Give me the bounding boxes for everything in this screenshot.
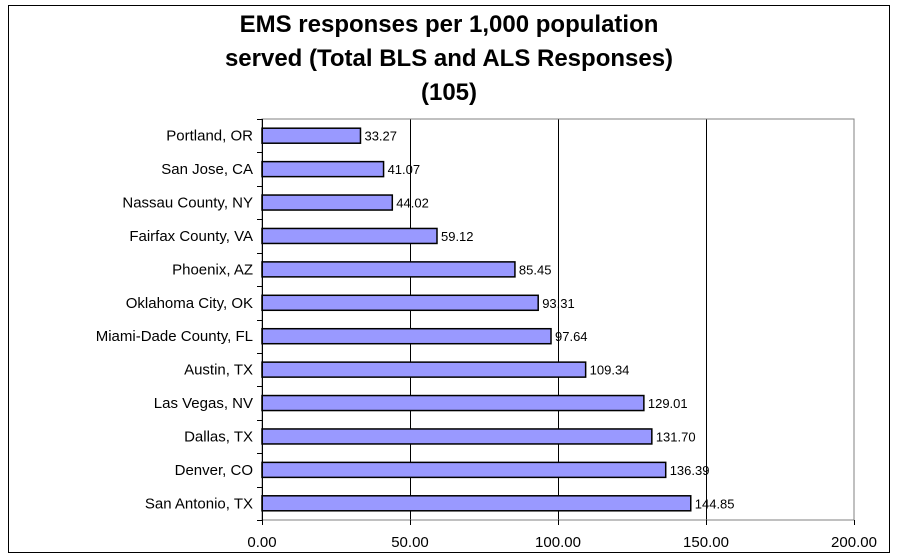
chart-title-line-3: (105) — [420, 79, 478, 106]
x-tick-label: 100.00 — [535, 534, 581, 551]
chart-title: EMS responses per 1,000 population serve… — [0, 8, 898, 110]
value-label: 33.27 — [364, 129, 397, 144]
bar — [261, 227, 438, 245]
category-label: Phoenix, AZ — [172, 261, 253, 278]
x-tick-label: 200.00 — [831, 534, 877, 551]
bar — [261, 394, 645, 412]
gridlines — [410, 119, 707, 520]
bar — [261, 261, 516, 278]
bar — [261, 461, 667, 479]
value-label: 59.12 — [441, 229, 474, 244]
x-tick-label: 50.00 — [391, 534, 429, 551]
bar — [261, 428, 653, 445]
category-label: Fairfax County, VA — [129, 228, 253, 245]
bar — [261, 127, 362, 144]
value-label: 144.85 — [695, 496, 735, 511]
value-label: 109.34 — [590, 363, 630, 378]
value-label: 97.64 — [555, 329, 588, 344]
category-labels: Portland, OR San Jose, CA Nassau County, N… — [96, 119, 263, 521]
bar — [261, 194, 394, 211]
value-label: 41.07 — [388, 162, 421, 177]
value-labels: 33.27 41.07 44.02 59.12 85.45 93.31 97.64 109.3… — [364, 129, 734, 512]
category-label: San Jose, CA — [161, 161, 253, 178]
category-label: Nassau County, NY — [122, 195, 253, 212]
category-label: Portland, OR — [166, 128, 253, 145]
category-label: Las Vegas, NV — [154, 395, 253, 412]
value-label: 129.01 — [648, 396, 688, 411]
bar — [261, 327, 552, 345]
value-label: 93.31 — [542, 296, 575, 311]
bars — [261, 127, 692, 512]
category-label: Denver, CO — [175, 462, 253, 479]
chart-title-line-2: served (Total BLS and ALS Responses) — [224, 45, 674, 72]
bar — [261, 294, 539, 312]
value-label: 136.39 — [670, 463, 710, 478]
bar — [261, 495, 692, 512]
x-tick-label: 0.00 — [247, 534, 276, 551]
category-label: Dallas, TX — [184, 428, 253, 445]
value-label: 85.45 — [519, 262, 552, 277]
category-label: Austin, TX — [184, 362, 253, 379]
x-axis-ticks: 0.00 50.00 100.00 150.00 200.00 — [247, 520, 877, 551]
bar — [261, 361, 587, 378]
category-label: Miami-Dade County, FL — [96, 328, 253, 345]
bar — [261, 160, 385, 178]
value-label: 131.70 — [656, 429, 696, 444]
category-label: San Antonio, TX — [145, 495, 253, 512]
chart-title-line-1: EMS responses per 1,000 population — [239, 11, 659, 38]
value-label: 44.02 — [396, 196, 429, 211]
x-tick-label: 150.00 — [683, 534, 729, 551]
category-label: Oklahoma City, OK — [126, 295, 253, 312]
